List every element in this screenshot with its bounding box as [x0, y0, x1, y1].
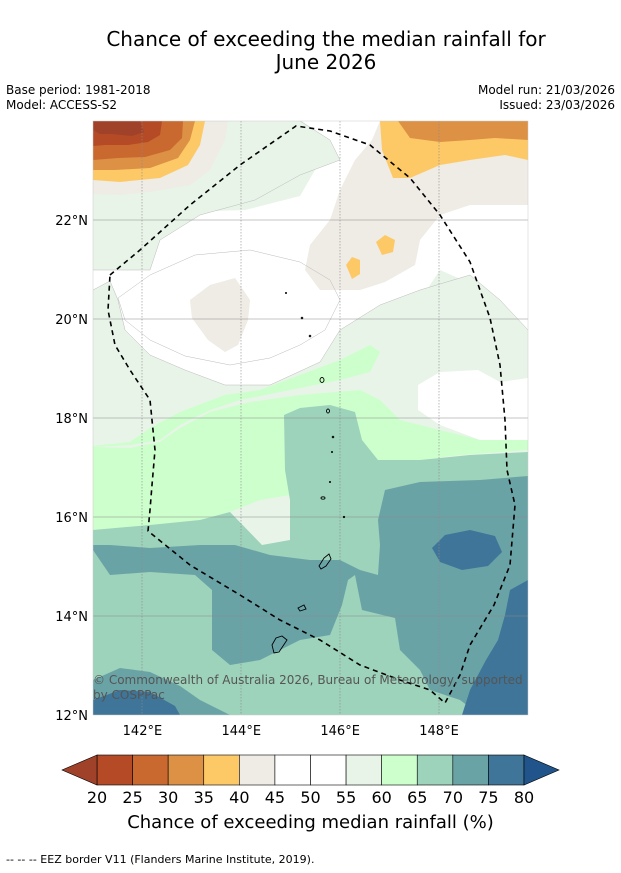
y-tick-label: 18°N — [55, 412, 88, 427]
region-75-80-southeast — [462, 580, 528, 715]
x-tick-label: 146°E — [320, 724, 360, 739]
colorbar-swatch — [167, 754, 205, 786]
colorbar-swatch — [345, 754, 382, 786]
region-40-45-center — [190, 278, 250, 352]
title-line-1: Chance of exceeding the median rainfall … — [106, 27, 546, 51]
y-tick-label: 14°N — [55, 610, 88, 625]
y-tick-label: 22°N — [55, 214, 88, 229]
model-name: Model: ACCESS-S2 — [6, 98, 118, 112]
colorbar-swatch — [416, 754, 454, 786]
copyright-line-2: by COSPPac — [93, 688, 165, 702]
x-tick-label: 142°E — [123, 724, 163, 739]
contour-lines — [93, 121, 528, 386]
meta-right: Model run: 21/03/2026 Issued: 23/03/2026 — [478, 83, 615, 113]
y-tick-label: 16°N — [55, 511, 88, 526]
region-75-80-southwest — [93, 690, 180, 715]
region-40-45-ne — [305, 121, 528, 290]
meta-left: Base period: 1981-2018 Model: ACCESS-S2 — [6, 83, 151, 113]
region-below-20-nw — [93, 121, 144, 136]
region-35-40-patch-b — [346, 257, 360, 279]
colorbar-tick-label: 25 — [122, 788, 142, 807]
y-tick-label: 20°N — [55, 313, 88, 328]
colorbar-tick-label: 80 — [514, 788, 534, 807]
colorbar-swatch — [132, 754, 169, 786]
colorbar-tick-label: 50 — [300, 788, 320, 807]
colorbar-swatch — [239, 754, 276, 786]
eez-border — [107, 125, 516, 705]
map-frame — [92, 120, 529, 716]
colorbar-under-arrow — [61, 754, 98, 786]
colorbar-swatch — [381, 754, 418, 786]
model-run: Model run: 21/03/2026 — [477, 83, 615, 97]
colorbar-over-arrow — [523, 754, 560, 786]
region-55-60-islet — [428, 270, 462, 294]
colorbar-tick-label: 20 — [87, 788, 107, 807]
colorbar-tick-label: 40 — [229, 788, 249, 807]
colorbar-tick-label: 55 — [336, 788, 356, 807]
colorbar-tick-label: 70 — [443, 788, 463, 807]
copyright-line-1: © Commonwealth of Australia 2026, Bureau… — [93, 673, 523, 687]
x-tick-label: 148°E — [419, 724, 459, 739]
region-75-80-east — [432, 530, 502, 570]
colorbar-title: Chance of exceeding median rainfall (%) — [127, 812, 494, 833]
colorbar: 20 25 30 35 40 45 50 55 60 65 70 75 80 — [61, 754, 560, 807]
colorbar-tick-label: 65 — [407, 788, 427, 807]
colorbar-tick-label: 45 — [265, 788, 285, 807]
axis-labels: 142°E 144°E 146°E 148°E 12°N 14°N 16°N 18°N 20°N… — [55, 214, 459, 739]
map-plot-area: © Commonwealth of Australia 2026, Bureau… — [93, 121, 528, 715]
islands — [271, 291, 346, 654]
region-50-55-east — [418, 370, 528, 440]
colorbar-swatch — [96, 754, 133, 786]
title-line-2: June 2026 — [275, 50, 377, 74]
colorbar-tick-label: 75 — [478, 788, 498, 807]
region-70-75 — [93, 476, 528, 715]
gridlines — [93, 121, 528, 715]
chart-title: Chance of exceeding the median rainfall … — [0, 28, 621, 74]
base-period: Base period: 1981-2018 — [6, 83, 151, 97]
colorbar-swatch — [310, 754, 347, 786]
colorbar-swatch — [452, 754, 489, 786]
issued-date: Issued: 23/03/2026 — [499, 98, 615, 112]
x-tick-label: 144°E — [222, 724, 262, 739]
colorbar-swatch — [488, 754, 525, 786]
region-30-35-ne — [398, 121, 528, 142]
colorbar-swatch — [203, 754, 240, 786]
colorbar-tick-label: 60 — [371, 788, 391, 807]
eez-footnote: -- -- -- EEZ border V11 (Flanders Marine… — [6, 853, 315, 866]
y-tick-label: 12°N — [55, 709, 88, 724]
region-35-40-patch-a — [376, 235, 395, 255]
colorbar-swatch — [274, 754, 311, 786]
colorbar-tick-label: 35 — [194, 788, 214, 807]
region-55-60-north — [136, 148, 315, 222]
colorbar-tick-label: 30 — [158, 788, 178, 807]
